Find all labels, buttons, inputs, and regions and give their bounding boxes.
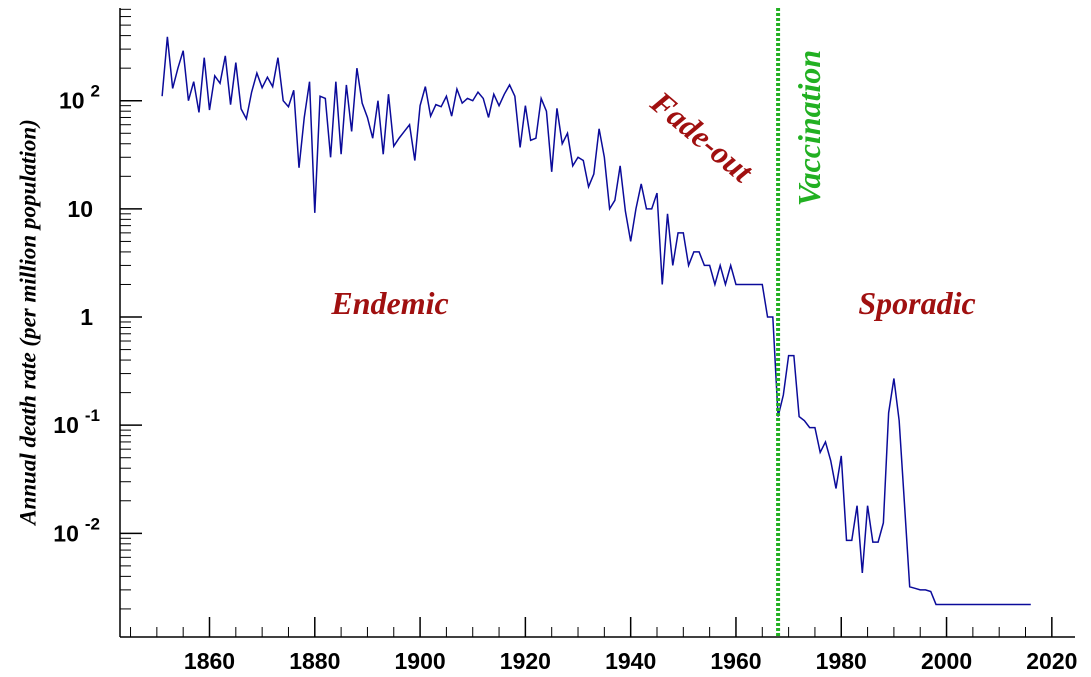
- x-tick-label: 1880: [289, 648, 340, 674]
- x-tick-label: 1900: [394, 648, 445, 674]
- x-tick-label: 1960: [710, 648, 761, 674]
- annotation: Endemic: [330, 285, 448, 321]
- y-axis-title: Annual death rate (per million populatio…: [15, 119, 40, 527]
- y-tick-base: 10: [53, 520, 79, 546]
- x-tick-label: 1940: [605, 648, 656, 674]
- y-tick-exponent: -2: [85, 514, 100, 533]
- x-tick-label: 2020: [1026, 648, 1077, 674]
- y-tick-base: 10: [53, 412, 79, 438]
- annotation: Sporadic: [858, 285, 975, 321]
- data-line: [161, 36, 1031, 606]
- x-tick-label: 1920: [500, 648, 551, 674]
- y-tick-base: 10: [59, 88, 85, 114]
- y-tick-exponent: -1: [85, 406, 100, 425]
- x-tick-label: 1980: [816, 648, 867, 674]
- x-tick-label: 1860: [184, 648, 235, 674]
- vaccination-label: Vaccination: [791, 50, 827, 206]
- y-tick-exponent: 2: [91, 82, 100, 101]
- y-tick-label: 10 -2: [53, 514, 100, 546]
- y-tick-label: 1: [80, 304, 93, 330]
- y-tick-label: 10 -1: [53, 406, 100, 438]
- y-tick-label: 10 2: [59, 82, 100, 114]
- annotation: Fade-out: [643, 83, 760, 190]
- x-tick-label: 2000: [921, 648, 972, 674]
- y-tick-label: 10: [67, 196, 93, 222]
